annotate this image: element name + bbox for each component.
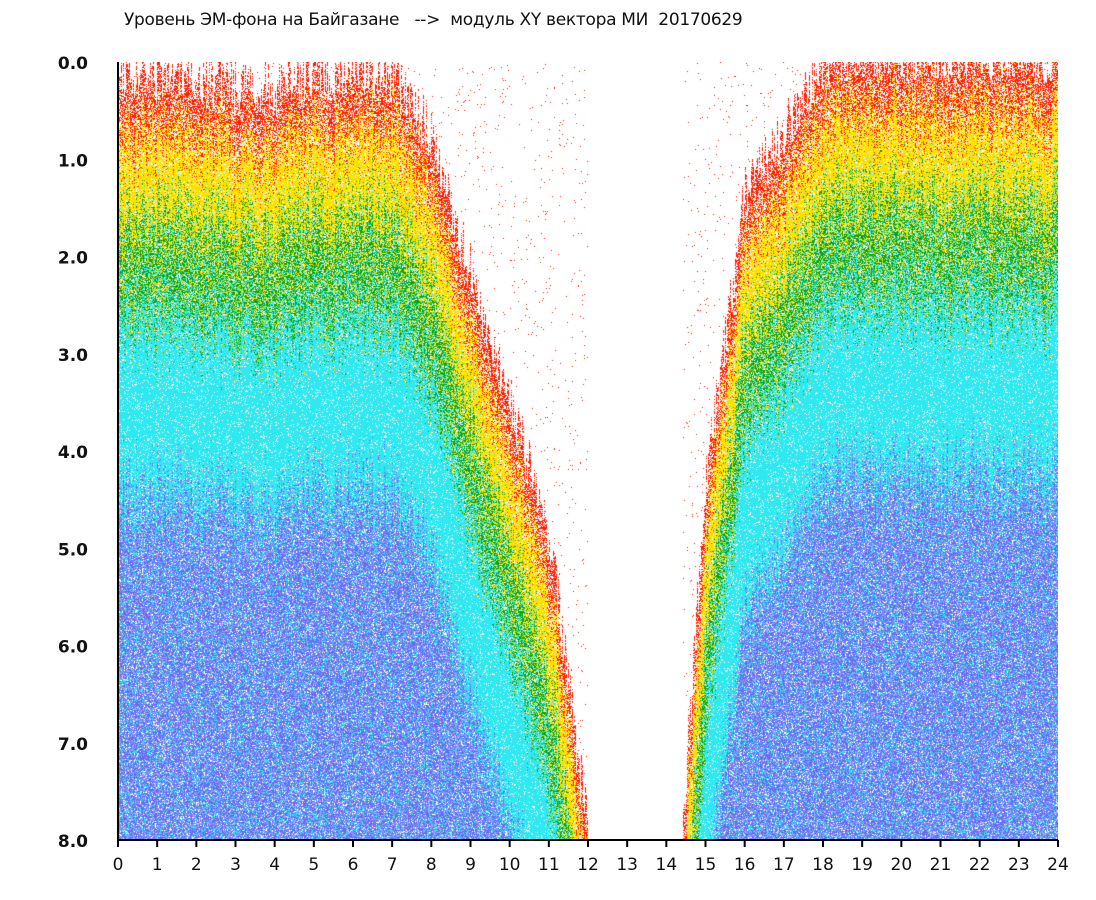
- y-tick-label: 7.0: [58, 735, 88, 755]
- y-tick-label: 3.0: [58, 346, 88, 366]
- y-tick-label: 4.0: [58, 443, 88, 463]
- x-tick-label: 8: [426, 855, 437, 875]
- x-tick-label: 4: [269, 855, 280, 875]
- x-tick-label: 2: [191, 855, 202, 875]
- density-plot: [118, 62, 1058, 840]
- x-tick-label: 14: [656, 855, 678, 875]
- x-tick-label: 21: [930, 855, 952, 875]
- y-tick-label: 8.0: [58, 832, 88, 852]
- x-tick-label: 18: [812, 855, 834, 875]
- y-tick-label: 6.0: [58, 638, 88, 658]
- x-tick-label: 13: [616, 855, 638, 875]
- x-tick-label: 16: [734, 855, 756, 875]
- x-tick-label: 0: [113, 855, 124, 875]
- x-tick-label: 11: [538, 855, 560, 875]
- x-tick-label: 20: [891, 855, 913, 875]
- x-tick-label: 7: [387, 855, 398, 875]
- y-tick-label: 2.0: [58, 249, 88, 269]
- x-tick-label: 15: [695, 855, 717, 875]
- x-tick-label: 22: [969, 855, 991, 875]
- y-tick-label: 5.0: [58, 540, 88, 560]
- x-tick-label: 5: [308, 855, 319, 875]
- x-tick-label: 23: [1008, 855, 1030, 875]
- x-tick-label: 6: [348, 855, 359, 875]
- chart-title: Уровень ЭМ-фона на Байгазане --> модуль …: [124, 10, 743, 30]
- x-tick-label: 9: [465, 855, 476, 875]
- y-tick-label: 1.0: [58, 151, 88, 171]
- x-tick-label: 12: [577, 855, 599, 875]
- x-tick-label: 10: [499, 855, 521, 875]
- x-tick-label: 17: [773, 855, 795, 875]
- y-tick-label: 0.0: [58, 54, 88, 74]
- x-tick-label: 24: [1047, 855, 1069, 875]
- x-tick-label: 19: [851, 855, 873, 875]
- x-tick-label: 3: [230, 855, 241, 875]
- x-tick-label: 1: [152, 855, 163, 875]
